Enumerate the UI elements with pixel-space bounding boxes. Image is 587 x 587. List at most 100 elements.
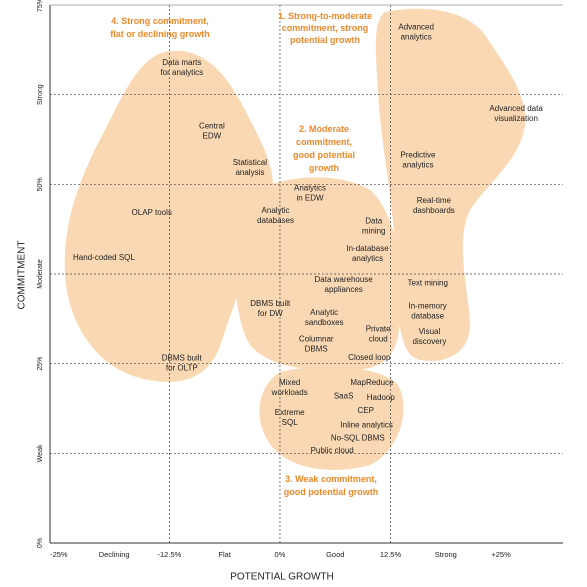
point-label: Advanced data visualization bbox=[489, 104, 543, 123]
point-label-line: SQL bbox=[282, 418, 299, 427]
point-label-line: in EDW bbox=[296, 194, 324, 203]
point-label-line: Statistical bbox=[233, 158, 267, 167]
point-label-line: cloud bbox=[369, 334, 388, 343]
point-label-line: database bbox=[411, 311, 444, 320]
point-label-line: appliances bbox=[325, 285, 363, 294]
point-label-line: Text mining bbox=[407, 278, 447, 287]
point-label-line: Closed loop bbox=[348, 353, 391, 362]
annotation: 4. Strong commitment, flat or declining g… bbox=[110, 16, 210, 39]
point-label-line: for analytics bbox=[160, 68, 203, 77]
point-label: DBMS built for OLTP bbox=[162, 354, 203, 373]
x-tick-label: -12.5% bbox=[158, 550, 182, 559]
point-label-line: databases bbox=[257, 216, 294, 225]
point-label: Data warehouse appliances bbox=[315, 275, 374, 294]
y-tick-label: 0% bbox=[37, 538, 44, 548]
points: Data marts for analytics Central EDW Statist… bbox=[73, 22, 543, 455]
point-label-line: mining bbox=[362, 227, 386, 236]
point-label: CEP bbox=[358, 406, 374, 415]
point-label-line: Columnar bbox=[299, 334, 334, 343]
point-label: Hadoop bbox=[367, 393, 396, 402]
x-tick-label: -25% bbox=[50, 550, 68, 559]
x-axis-title: POTENTIAL GROWTH bbox=[230, 572, 334, 583]
point-label-line: analytics bbox=[352, 254, 383, 263]
x-tick-label: 12.5% bbox=[380, 550, 402, 559]
region-3 bbox=[259, 366, 404, 470]
point-label: Data marts for analytics bbox=[160, 58, 203, 77]
y-tick-label: Moderate bbox=[37, 259, 44, 289]
point-label-line: Data warehouse bbox=[315, 275, 374, 284]
point-label-line: Inline analytics bbox=[340, 420, 392, 429]
x-tick-label: Strong bbox=[435, 550, 457, 559]
point-label-line: dashboards bbox=[413, 206, 455, 215]
point-label: Visual discovery bbox=[413, 327, 447, 346]
point-label-line: Private bbox=[366, 324, 391, 333]
point-label: Hand-coded SQL bbox=[73, 253, 135, 262]
point-label: Analytic databases bbox=[257, 206, 294, 225]
point-label-line: In-database bbox=[346, 244, 389, 253]
point-label-line: Analytic bbox=[262, 206, 290, 215]
point-label-line: SaaS bbox=[334, 392, 354, 401]
point-label: Central EDW bbox=[199, 121, 225, 140]
y-tick-label: 25% bbox=[37, 357, 44, 371]
point-label-line: EDW bbox=[203, 131, 222, 140]
point-label-line: Central bbox=[199, 121, 225, 130]
point-label-line: Real-time bbox=[417, 196, 452, 205]
annotation-line: 1. Strong-to-moderate bbox=[278, 11, 372, 21]
annotation-line: 2. Moderate bbox=[299, 124, 349, 134]
annotation-line: 3. Weak commitment, bbox=[285, 474, 377, 484]
x-tick-label: Good bbox=[326, 550, 344, 559]
annotation-line: flat or declining growth bbox=[110, 29, 210, 39]
grid bbox=[49, 4, 563, 544]
point-label-line: Visual bbox=[419, 327, 441, 336]
point-label-line: Public cloud bbox=[311, 446, 354, 455]
y-tick-label: Weak bbox=[37, 444, 44, 462]
point-label-line: Predictive bbox=[400, 151, 436, 160]
point-label-line: Advanced bbox=[398, 22, 434, 31]
region-1 bbox=[375, 8, 526, 361]
annotation: 3. Weak commitment, good potential growth bbox=[284, 474, 378, 497]
point-label: Mixed workloads bbox=[271, 378, 308, 397]
point-label-line: Hand-coded SQL bbox=[73, 253, 135, 262]
point-label: No-SQL DBMS bbox=[331, 433, 385, 442]
point-label-line: Data bbox=[365, 217, 382, 226]
point-label: OLAP tools bbox=[132, 208, 172, 217]
y-tick-label: Strong bbox=[37, 84, 44, 105]
point-label: MapReduce bbox=[350, 378, 394, 387]
point-label-line: visualization bbox=[494, 114, 538, 123]
annotation-line: good potential bbox=[293, 150, 355, 160]
annotations: 4. Strong commitment, flat or declining g… bbox=[110, 11, 378, 497]
x-tick-label: Declining bbox=[99, 550, 130, 559]
point-label-line: No-SQL DBMS bbox=[331, 433, 385, 442]
point-label-line: OLAP tools bbox=[132, 208, 172, 217]
annotation-line: potential growth bbox=[290, 35, 360, 45]
annotation-line: commitment, bbox=[296, 137, 352, 147]
point-label: Data mining bbox=[362, 217, 386, 236]
point-label: In-memory database bbox=[409, 301, 447, 320]
x-tick-label: +25% bbox=[491, 550, 511, 559]
point-label: Analytics in EDW bbox=[294, 184, 326, 203]
y-tick-label: 50% bbox=[37, 177, 44, 191]
x-tick-label: 0% bbox=[275, 550, 286, 559]
group-regions bbox=[64, 8, 526, 470]
point-label-line: analytics bbox=[402, 161, 433, 170]
point-label-line: Extreme bbox=[275, 408, 305, 417]
point-label-line: Hadoop bbox=[367, 393, 396, 402]
annotation-line: growth bbox=[309, 163, 339, 173]
point-label-line: Data marts bbox=[162, 58, 201, 67]
point-label-line: for DW bbox=[258, 309, 283, 318]
point-label: Columnar DBMS bbox=[299, 334, 334, 353]
annotation-line: good potential growth bbox=[284, 487, 378, 497]
point-label-line: Mixed bbox=[279, 378, 300, 387]
annotation: 1. Strong-to-moderate commitment, strong p… bbox=[278, 11, 372, 45]
point-label: Predictive analytics bbox=[400, 151, 436, 170]
point-label: In-database analytics bbox=[346, 244, 389, 263]
point-label-line: DBMS bbox=[305, 344, 328, 353]
point-label-line: Analytics bbox=[294, 184, 326, 193]
point-label: Closed loop bbox=[348, 353, 391, 362]
annotation-line: 4. Strong commitment, bbox=[111, 16, 209, 26]
point-label: Inline analytics bbox=[340, 420, 392, 429]
point-label-line: DBMS built bbox=[162, 354, 203, 363]
point-label: Text mining bbox=[407, 278, 447, 287]
annotation-line: commitment, strong bbox=[282, 23, 369, 33]
